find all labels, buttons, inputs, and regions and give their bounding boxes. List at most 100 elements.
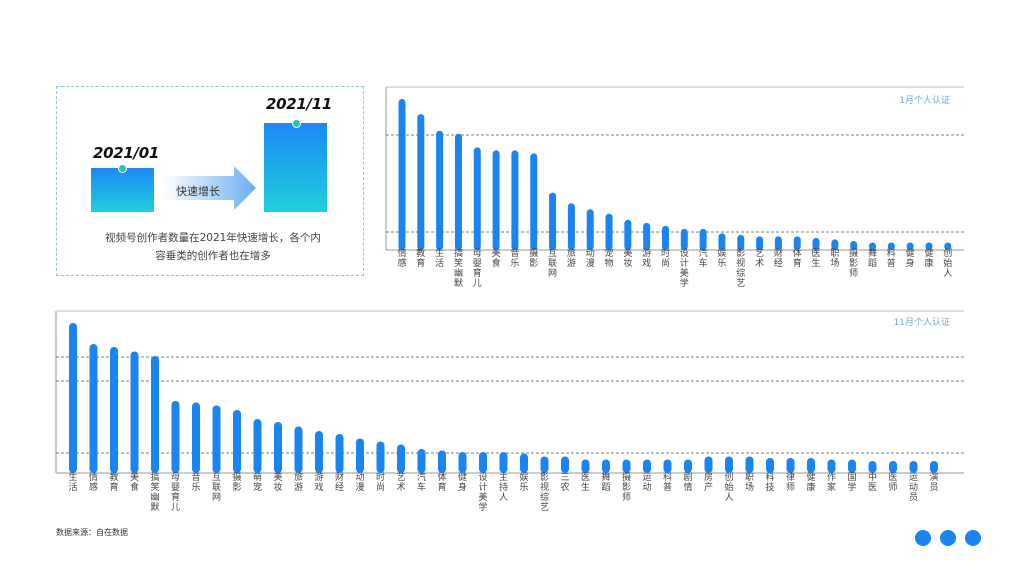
category-label: 财经: [335, 471, 344, 493]
bar: [417, 114, 425, 250]
bar: [233, 410, 241, 473]
bar: [807, 458, 815, 473]
category-label: 动漫: [355, 472, 364, 493]
bar: [889, 461, 897, 473]
category-label: 演员: [929, 471, 938, 493]
category-label: 国学: [847, 472, 856, 493]
legend-label: 1月个人认证: [899, 94, 950, 106]
bar: [643, 459, 651, 473]
bar: [868, 461, 877, 473]
page-dot-3[interactable]: [965, 530, 981, 546]
category-label: 艺术: [396, 472, 405, 493]
bar: [294, 426, 303, 473]
category-label: 运动员: [909, 472, 918, 503]
page-dot-1[interactable]: [915, 530, 931, 546]
category-label: 美妆: [623, 247, 632, 269]
category-label: 体育: [793, 247, 802, 269]
bar: [812, 237, 820, 250]
bar: [925, 242, 933, 250]
bar: [663, 459, 672, 473]
bar: [561, 456, 569, 473]
category-label: 财经: [774, 247, 783, 269]
bar: [661, 225, 669, 250]
category-label: 教育: [416, 247, 425, 269]
end-year-label: 2021/11: [266, 95, 333, 113]
category-label: 作家: [827, 471, 836, 493]
bar: [511, 150, 519, 250]
bar: [530, 153, 538, 250]
category-label: 主持人: [499, 471, 508, 503]
category-label: 动漫: [586, 248, 595, 269]
bar: [850, 240, 858, 250]
category-label: 体育: [437, 471, 446, 493]
bar: [376, 441, 385, 473]
end-year-bar: [264, 123, 327, 212]
category-label: 房产: [704, 471, 713, 493]
category-label: 影视综艺: [736, 248, 745, 289]
category-label: 美妆: [273, 471, 282, 493]
category-label: 情感: [89, 471, 98, 493]
category-label: 时尚: [661, 247, 670, 269]
bar: [212, 405, 221, 473]
category-label: 生活: [435, 247, 444, 269]
category-label: 娱乐: [717, 247, 726, 269]
bar: [624, 219, 632, 250]
category-label: 舞蹈: [868, 248, 877, 269]
bar: [718, 233, 726, 250]
bar: [766, 458, 774, 473]
bar: [151, 356, 159, 473]
bar: [699, 228, 707, 250]
category-label: 母婴育儿: [171, 472, 180, 513]
category-label: 汽车: [699, 247, 708, 269]
bar: [69, 323, 77, 473]
category-label: 互联网: [212, 472, 221, 503]
category-label: 美食: [492, 247, 501, 269]
bar: [725, 456, 733, 473]
category-label: 科普: [887, 247, 896, 269]
category-label: 摄影: [529, 247, 538, 269]
bar: [704, 456, 713, 473]
bar: [602, 459, 610, 473]
bar: [192, 402, 200, 473]
bar: [130, 351, 139, 473]
category-label: 萌宠: [253, 471, 262, 493]
category-label: 律师: [786, 471, 795, 493]
category-label: 游戏: [314, 471, 323, 493]
january-chart: 1月个人认证 情感 教育 生活 搞笑幽默 母婴育儿 美食 音乐 摄影 互联网 旅游 动漫 宠物 美妆 游戏时…: [385, 86, 964, 307]
bar: [436, 130, 444, 250]
bar: [586, 209, 594, 250]
category-label: 情感: [397, 247, 406, 269]
bar: [253, 419, 262, 473]
category-label: 创始人: [724, 471, 733, 503]
bar: [540, 456, 549, 473]
bar: [499, 452, 508, 473]
category-label: 科普: [663, 471, 672, 493]
page-dot-2[interactable]: [940, 530, 956, 546]
category-label: 母婴育儿: [473, 248, 482, 289]
bar: [458, 452, 467, 473]
bar: [417, 449, 426, 473]
category-label: 搞笑幽默: [454, 247, 463, 289]
category-label: 运动: [642, 472, 651, 493]
november-chart: 11月个人认证 生活 情感 教育 美食 搞笑幽默 母婴育儿 音乐 互联网 摄影 萌宠 美妆 旅游 游戏 财经…: [55, 310, 964, 527]
summary-description: 视频号创作者数量在2021年快速增长，各个内容垂类的创作者也在增多: [105, 232, 321, 262]
category-label: 生活: [68, 471, 77, 493]
data-source-note: 数据来源：自在数据: [56, 528, 128, 537]
bar: [479, 452, 487, 473]
bar: [335, 434, 344, 473]
start-year-label: 2021/01: [93, 144, 160, 162]
bar: [684, 459, 692, 473]
bar: [887, 242, 895, 250]
category-label: 游戏: [642, 247, 651, 269]
bar: [605, 213, 613, 250]
bar: [906, 242, 914, 250]
bar: [909, 461, 918, 473]
bar: [520, 453, 528, 473]
bar: [454, 133, 462, 250]
category-label: 健康: [806, 471, 815, 493]
category-label: 宠物: [605, 247, 614, 269]
category-label: 汽车: [417, 471, 426, 493]
category-label: 医生: [581, 472, 590, 493]
start-year-dot: [118, 164, 127, 173]
